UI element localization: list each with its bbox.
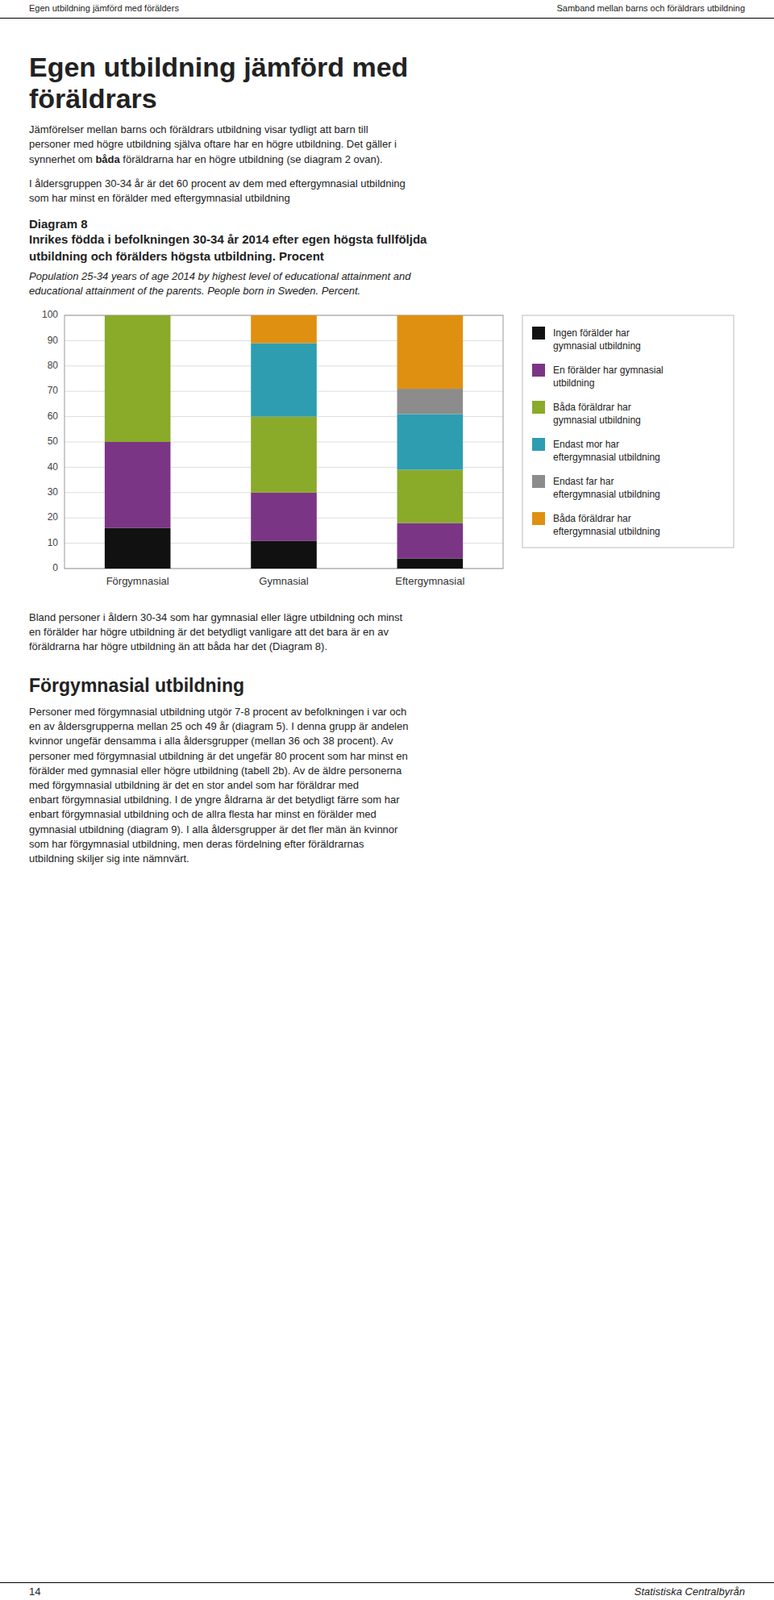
legend-label-line: eftergymnasial utbildning: [553, 488, 661, 500]
y-tick-label: 60: [47, 409, 59, 421]
y-tick-label: 20: [47, 511, 59, 523]
footer-left: 14: [29, 1585, 41, 1598]
page-title: Egen utbildning jämförd med föräldrars: [29, 51, 745, 115]
legend-label-line: Ingen förälder har: [553, 327, 630, 339]
legend-swatch: [532, 474, 546, 488]
legend-swatch: [532, 400, 546, 414]
y-tick-label: 70: [47, 384, 59, 396]
y-tick-label: 30: [47, 485, 59, 497]
bar-segment: [397, 315, 464, 389]
bar-segment: [250, 416, 317, 492]
bar-segment: [397, 522, 464, 558]
legend-label: Båda föräldrar hareftergymnasial utbildn…: [553, 512, 661, 537]
legend-label-line: eftergymnasial utbildning: [553, 451, 661, 463]
bar-segment: [397, 557, 464, 569]
bar-segment: [250, 491, 317, 541]
page-content: Egen utbildning jämförd med föräldrars Jä…: [29, 0, 745, 876]
legend-label-line: En förälder har gymnasial: [553, 364, 664, 376]
legend-label-line: Endast far har: [553, 475, 614, 487]
header-right: Samband mellan barns och föräldrars utbi…: [556, 3, 745, 13]
legend-swatch: [532, 363, 546, 377]
body-text: Personer med förgymnasial utbildning utg…: [29, 704, 745, 866]
footer-right: Statistiska Centralbyrån: [634, 1585, 745, 1598]
chart-subtitle: Population 25-34 years of age 2014 by hi…: [29, 269, 745, 299]
legend-label-line: Båda föräldrar har: [553, 401, 632, 413]
legend-label-line: Endast mor har: [553, 438, 620, 450]
bar-segment: [104, 315, 171, 317]
y-tick-label: 80: [47, 358, 59, 371]
grid: [64, 315, 504, 569]
plot-frame: [64, 315, 504, 569]
legend-label-line: gymnasial utbildning: [553, 414, 641, 426]
legend-label: Endast mor hareftergymnasial utbildning: [553, 438, 661, 463]
legend-label: Ingen förälder hargymnasial utbildning: [553, 327, 641, 352]
bar-segment: [397, 388, 464, 414]
bar-segment: [250, 342, 317, 417]
section-title: Förgymnasial utbildning: [29, 674, 745, 697]
paragraph: Bland personer i åldern 30-34 som har gy…: [29, 610, 745, 655]
bar-segment: [397, 413, 464, 470]
bar-segment: [104, 315, 171, 442]
bars: [104, 315, 463, 569]
header-rule: [0, 17, 774, 19]
y-tick-label: 40: [47, 460, 59, 472]
y-tick-label: 0: [52, 561, 59, 574]
legend-label-line: eftergymnasial utbildning: [553, 525, 661, 537]
paragraph: I åldersgruppen 30-34 år är det 60 proce…: [29, 176, 745, 206]
bar-segment: [104, 527, 171, 568]
x-tick-label: Eftergymnasial: [395, 574, 465, 587]
legend-frame: [522, 315, 734, 548]
y-tick-label: 90: [47, 333, 59, 346]
bar-segment: [250, 315, 317, 344]
legend-swatch: [532, 326, 546, 340]
paragraph-bold: båda: [95, 153, 120, 166]
bar-segment: [104, 315, 171, 317]
spacer: [29, 0, 745, 20]
bar-segment: [104, 441, 171, 529]
legend-swatch: [532, 437, 546, 451]
y-tick-label: 100: [41, 308, 59, 321]
legend-swatch: [532, 511, 546, 525]
paragraph-text: föräldrarna har en högre utbildning (se …: [120, 153, 383, 166]
x-tick-label: Gymnasial: [258, 574, 309, 587]
legend-label: Endast far hareftergymnasial utbildning: [553, 475, 661, 500]
y-tick-label: 50: [47, 435, 59, 447]
chart: 0 10 20 30 40 50 60 70 80 90 100 Förgymnasial Gymnas…: [29, 305, 745, 596]
legend-label-line: gymnasial utbildning: [553, 340, 641, 352]
chart-title: Inrikes födda i befolkningen 30-34 år 20…: [29, 230, 745, 265]
footer-rule: [0, 1581, 774, 1583]
legend-label-line: utbildning: [553, 377, 595, 389]
legend: Ingen förälder hargymnasial utbildningEn…: [522, 315, 734, 548]
legend-label: En förälder har gymnasialutbildning: [553, 364, 664, 389]
bar-segment: [250, 540, 317, 569]
legend-label: Båda föräldrar hargymnasial utbildning: [553, 401, 641, 426]
header-left: Egen utbildning jämförd med förälders: [29, 3, 179, 13]
paragraph: Jämförelser mellan barns och föräldrars …: [29, 122, 745, 167]
diagram-label: Diagram 8: [29, 216, 745, 231]
bar-segment: [397, 469, 464, 523]
x-tick-label: Förgymnasial: [106, 574, 170, 587]
legend-label-line: Båda föräldrar har: [553, 512, 632, 525]
y-tick-label: 10: [47, 536, 59, 548]
bar-segment: [104, 315, 171, 317]
